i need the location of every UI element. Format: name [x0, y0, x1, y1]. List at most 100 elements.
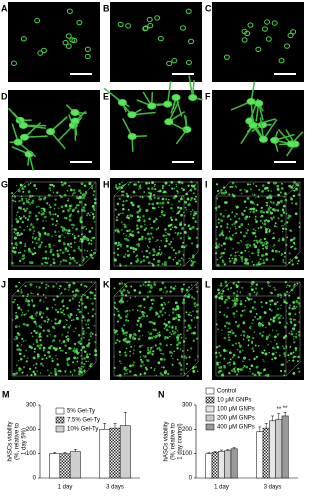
cell-dot	[63, 236, 65, 238]
cell-dot	[86, 250, 89, 252]
cell-dot	[196, 309, 199, 313]
cell-dot	[186, 349, 189, 352]
cell-dot	[283, 251, 287, 255]
cell-dot	[72, 208, 76, 211]
cell-dot	[31, 199, 35, 202]
cell-dot	[22, 208, 24, 210]
cell-dot	[69, 242, 73, 245]
cell-dot	[124, 367, 127, 370]
cell-dot	[261, 306, 263, 308]
cell-dot	[11, 192, 14, 195]
cell-dot	[172, 210, 174, 213]
cell-dot	[15, 232, 17, 235]
cell-dot	[194, 305, 196, 308]
cell-dot	[88, 214, 91, 216]
cell-dot	[171, 326, 174, 329]
cell-dot	[254, 301, 256, 303]
cell	[185, 8, 192, 14]
cell-dot	[269, 285, 271, 288]
cell-dot	[279, 369, 283, 373]
cell-dot	[55, 282, 58, 285]
cell-dot	[176, 338, 180, 342]
cell-dot	[123, 233, 125, 235]
cell-dot	[172, 258, 175, 261]
cell-dot	[119, 264, 122, 267]
cell-dot	[290, 246, 293, 249]
cell-dot	[58, 346, 62, 350]
cell-dot	[285, 345, 288, 348]
cell-dot	[226, 226, 229, 229]
cell-dot	[28, 183, 30, 186]
cell-dot	[136, 258, 139, 260]
cell-dot	[93, 190, 96, 193]
cell-dot	[48, 211, 52, 214]
panel-label: G	[1, 179, 8, 189]
cell-dot	[80, 283, 83, 286]
cell-dot	[30, 223, 33, 226]
cell-dot	[74, 327, 77, 330]
cell-dot	[270, 206, 272, 209]
cell-dot	[80, 371, 83, 374]
cell-dot	[183, 215, 186, 217]
cell-dot	[85, 255, 88, 258]
cell-dot	[87, 323, 90, 326]
cell-dot	[280, 254, 282, 257]
cell-dot	[148, 336, 151, 340]
cell-dot	[35, 187, 38, 190]
cell-dot	[180, 373, 182, 375]
cell-dot	[263, 368, 266, 372]
cell-dot	[115, 184, 118, 187]
cell-dot	[249, 325, 252, 328]
cell-dot	[122, 207, 125, 211]
cell-dot	[228, 259, 232, 263]
cell-dot	[136, 309, 139, 312]
cell-dot	[120, 194, 123, 196]
cell-dot	[119, 263, 121, 265]
cell-dot	[129, 337, 131, 339]
cell-dot	[38, 335, 41, 338]
cell-dot	[151, 302, 154, 305]
cell-dot	[122, 288, 126, 292]
cell-dot	[64, 204, 68, 208]
cell-dot	[134, 248, 138, 251]
cell-dot	[54, 304, 56, 306]
cell-dot	[58, 235, 62, 238]
image-panel: I	[205, 178, 304, 270]
cell-dot	[294, 202, 298, 206]
cell-dot	[282, 317, 285, 319]
cell-dot	[141, 344, 143, 346]
cell-dot	[241, 310, 244, 313]
image-background	[110, 2, 202, 82]
cell-dot	[70, 204, 73, 207]
cell	[248, 121, 258, 129]
cell-dot	[180, 213, 183, 217]
cell-dot	[93, 325, 96, 327]
cell-dot	[195, 286, 198, 289]
cell-dot	[246, 196, 250, 200]
cell-dot	[153, 299, 155, 302]
cell-dot	[42, 208, 46, 211]
cell	[125, 23, 132, 29]
cell-dot	[159, 342, 162, 345]
cell-dot	[196, 303, 199, 307]
cell-dot	[123, 255, 126, 259]
cell-dot	[157, 196, 160, 200]
cell-dot	[127, 216, 130, 220]
cell-dot	[80, 182, 84, 186]
cell-dot	[151, 262, 154, 265]
cell-dot	[264, 352, 268, 356]
cell-dot	[123, 225, 127, 229]
cell-dot	[35, 315, 37, 317]
cell-dot	[181, 354, 183, 356]
cell-dot	[247, 223, 250, 225]
error-bar	[264, 423, 268, 429]
cell-dot	[16, 211, 19, 214]
cell-dot	[225, 321, 229, 325]
cell-dot	[51, 320, 53, 322]
cell-dot	[252, 228, 255, 231]
error-bar	[283, 412, 287, 416]
cell-dot	[77, 234, 80, 238]
cell-dot	[48, 204, 51, 206]
cell-dot	[264, 252, 268, 256]
cell-dot	[243, 309, 246, 312]
